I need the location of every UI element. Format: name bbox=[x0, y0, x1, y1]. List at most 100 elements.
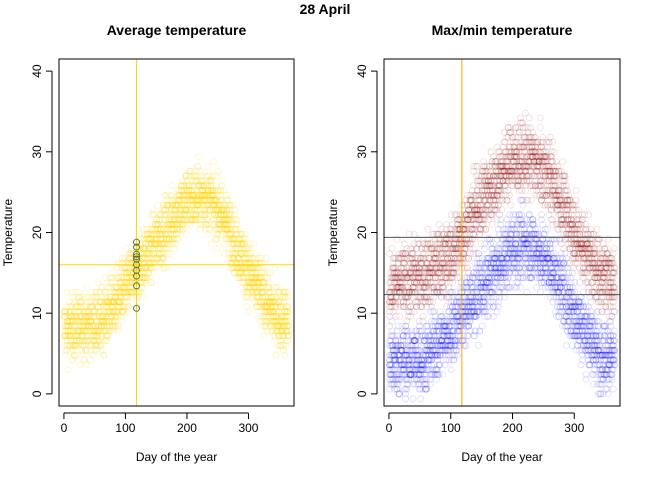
data-point bbox=[100, 308, 108, 316]
data-point bbox=[103, 312, 110, 320]
data-point bbox=[478, 322, 486, 330]
data-point bbox=[77, 327, 84, 335]
data-point bbox=[83, 283, 91, 291]
data-point bbox=[96, 312, 104, 320]
data-point bbox=[114, 303, 121, 311]
data-point bbox=[99, 317, 107, 325]
data-point bbox=[84, 293, 92, 301]
data-point bbox=[119, 298, 126, 306]
data-point bbox=[89, 332, 97, 340]
data-point bbox=[110, 303, 118, 311]
data-point bbox=[101, 327, 109, 335]
data-point bbox=[82, 327, 89, 335]
data-point bbox=[77, 327, 84, 335]
data-point bbox=[114, 298, 121, 306]
data-point bbox=[63, 322, 71, 330]
data-point bbox=[78, 327, 86, 335]
data-point bbox=[73, 332, 81, 340]
data-point bbox=[94, 303, 102, 311]
data-point bbox=[83, 312, 91, 320]
data-point bbox=[78, 332, 86, 340]
data-point bbox=[105, 327, 113, 335]
data-point bbox=[126, 274, 134, 282]
data-point bbox=[126, 298, 134, 306]
data-point bbox=[91, 342, 99, 349]
data-point bbox=[119, 308, 126, 316]
data-point bbox=[67, 327, 75, 335]
data-point bbox=[94, 327, 102, 335]
data-point bbox=[107, 303, 115, 311]
data-point bbox=[80, 342, 88, 349]
data-point bbox=[168, 182, 176, 190]
data-point bbox=[109, 317, 116, 325]
data-point bbox=[69, 346, 77, 354]
data-point bbox=[116, 298, 124, 306]
data-point bbox=[63, 337, 71, 345]
data-point bbox=[68, 312, 76, 320]
data-point bbox=[104, 303, 111, 311]
data-point bbox=[110, 298, 118, 306]
data-point bbox=[93, 293, 100, 301]
data-point bbox=[64, 342, 72, 349]
data-point bbox=[101, 298, 109, 306]
data-point bbox=[115, 274, 123, 282]
data-point bbox=[61, 312, 68, 320]
data-point bbox=[71, 337, 78, 345]
data-point bbox=[111, 283, 119, 291]
data-point bbox=[109, 327, 116, 335]
data-point bbox=[126, 250, 134, 257]
data-point bbox=[91, 293, 99, 301]
data-point bbox=[71, 322, 78, 330]
data-point bbox=[61, 332, 68, 340]
data-point bbox=[80, 308, 88, 316]
data-point bbox=[64, 312, 72, 320]
data-point bbox=[62, 332, 70, 340]
data-point bbox=[91, 332, 99, 340]
data-point bbox=[112, 308, 120, 316]
data-point bbox=[121, 303, 129, 311]
data-point bbox=[80, 317, 88, 325]
data-point bbox=[119, 254, 126, 262]
data-point bbox=[82, 293, 89, 301]
data-point bbox=[71, 308, 78, 316]
data-point bbox=[82, 346, 89, 354]
data-point bbox=[119, 308, 126, 316]
data-point bbox=[79, 327, 87, 335]
data-point bbox=[75, 312, 83, 320]
data-point bbox=[94, 327, 102, 335]
data-point bbox=[114, 293, 121, 301]
data-point bbox=[67, 342, 75, 349]
data-point bbox=[562, 342, 570, 349]
data-point bbox=[103, 322, 110, 330]
data-point bbox=[64, 317, 72, 325]
data-point bbox=[67, 308, 75, 316]
data-point bbox=[98, 317, 105, 325]
data-point bbox=[125, 259, 132, 267]
data-point bbox=[77, 303, 84, 311]
data-point bbox=[125, 303, 132, 311]
data-point bbox=[409, 395, 417, 403]
data-point bbox=[68, 356, 76, 364]
data-point bbox=[75, 317, 83, 325]
data-point bbox=[101, 327, 109, 335]
data-point bbox=[125, 303, 132, 311]
data-point bbox=[90, 308, 98, 316]
data-point bbox=[75, 308, 83, 316]
data-point bbox=[126, 269, 134, 277]
data-point bbox=[66, 332, 73, 340]
data-point bbox=[85, 312, 93, 320]
data-point bbox=[111, 312, 119, 320]
data-point bbox=[79, 322, 87, 330]
data-point bbox=[74, 303, 82, 311]
data-point bbox=[110, 308, 118, 316]
data-point bbox=[84, 312, 92, 320]
data-point bbox=[104, 298, 111, 306]
data-point bbox=[72, 312, 79, 320]
data-point bbox=[68, 288, 76, 296]
data-point bbox=[112, 312, 120, 320]
data-point bbox=[83, 327, 91, 335]
data-point bbox=[101, 293, 109, 301]
data-point bbox=[75, 288, 83, 296]
data-point bbox=[73, 342, 81, 349]
